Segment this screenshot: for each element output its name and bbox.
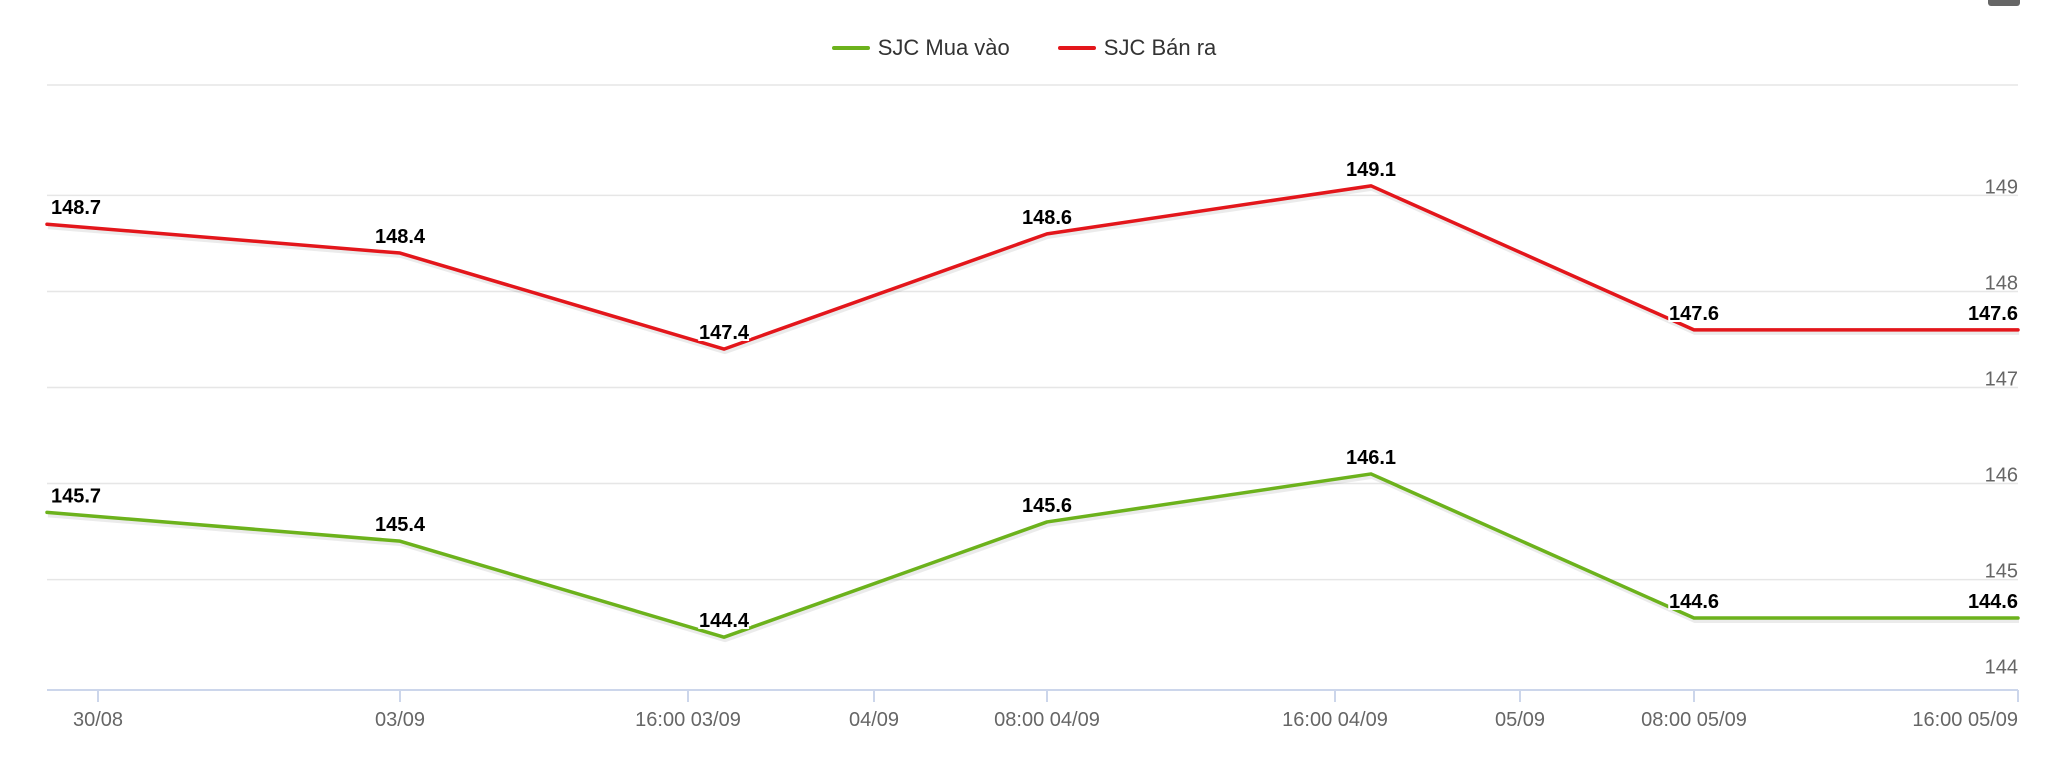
x-tick-label: 03/09: [375, 709, 425, 731]
x-tick-label: 04/09: [849, 709, 899, 731]
chart-legend: SJC Mua vào SJC Bán ra: [0, 28, 2048, 68]
data-label: 144.6: [1968, 591, 2018, 613]
data-point[interactable]: [394, 247, 406, 259]
data-point[interactable]: [1041, 516, 1053, 528]
data-label: 147.6: [1968, 303, 2018, 325]
data-point[interactable]: [394, 535, 406, 547]
legend-swatch-mua-vao: [831, 46, 870, 50]
y-tick-label: 145: [1985, 561, 2018, 583]
data-label: 148.7: [51, 197, 101, 219]
data-point[interactable]: [1365, 468, 1377, 480]
chart-menu-button[interactable]: [1988, 0, 2020, 6]
data-point[interactable]: [41, 506, 53, 518]
x-tick-label: 08:00 04/09: [994, 709, 1100, 731]
x-tick-label: 05/09: [1495, 709, 1545, 731]
legend-item-mua-vao[interactable]: SJC Mua vào: [831, 35, 1010, 61]
series-line-0[interactable]: [45, 472, 2020, 639]
data-label: 149.1: [1346, 159, 1396, 181]
data-point[interactable]: [1688, 324, 1700, 336]
data-label: 145.7: [51, 485, 101, 507]
legend-label-mua-vao: SJC Mua vào: [877, 35, 1010, 60]
data-point[interactable]: [718, 631, 730, 643]
series-line-1[interactable]: [45, 184, 2020, 351]
x-tick-label: 16:00 05/09: [1912, 709, 2018, 731]
x-tick-label: 30/08: [73, 709, 123, 731]
data-label: 145.4: [375, 514, 426, 536]
data-point[interactable]: [718, 343, 730, 355]
legend-label-ban-ra: SJC Bán ra: [1103, 35, 1217, 60]
y-tick-label: 149: [1985, 176, 2018, 198]
legend-item-ban-ra[interactable]: SJC Bán ra: [1057, 35, 1217, 61]
y-tick-label: 144: [1985, 657, 2018, 679]
x-tick-label: 08:00 05/09: [1641, 709, 1747, 731]
data-label: 148.4: [375, 226, 426, 248]
data-label: 146.1: [1346, 447, 1396, 469]
data-point[interactable]: [2012, 612, 2024, 624]
data-label: 144.4: [699, 610, 750, 632]
data-label: 147.6: [1669, 303, 1719, 325]
data-point[interactable]: [1688, 612, 1700, 624]
y-tick-label: 146: [1985, 465, 2018, 487]
y-tick-label: 148: [1985, 272, 2018, 294]
data-point[interactable]: [1041, 228, 1053, 240]
data-label: 148.6: [1022, 207, 1072, 229]
data-point[interactable]: [41, 218, 53, 230]
x-tick-label: 16:00 04/09: [1282, 709, 1388, 731]
data-label: 147.4: [699, 322, 750, 344]
legend-swatch-ban-ra: [1057, 46, 1096, 50]
y-tick-label: 147: [1985, 369, 2018, 391]
data-point[interactable]: [1365, 180, 1377, 192]
data-point[interactable]: [2012, 324, 2024, 336]
data-label: 145.6: [1022, 495, 1072, 517]
x-tick-label: 16:00 03/09: [635, 709, 741, 731]
data-label: 144.6: [1669, 591, 1719, 613]
